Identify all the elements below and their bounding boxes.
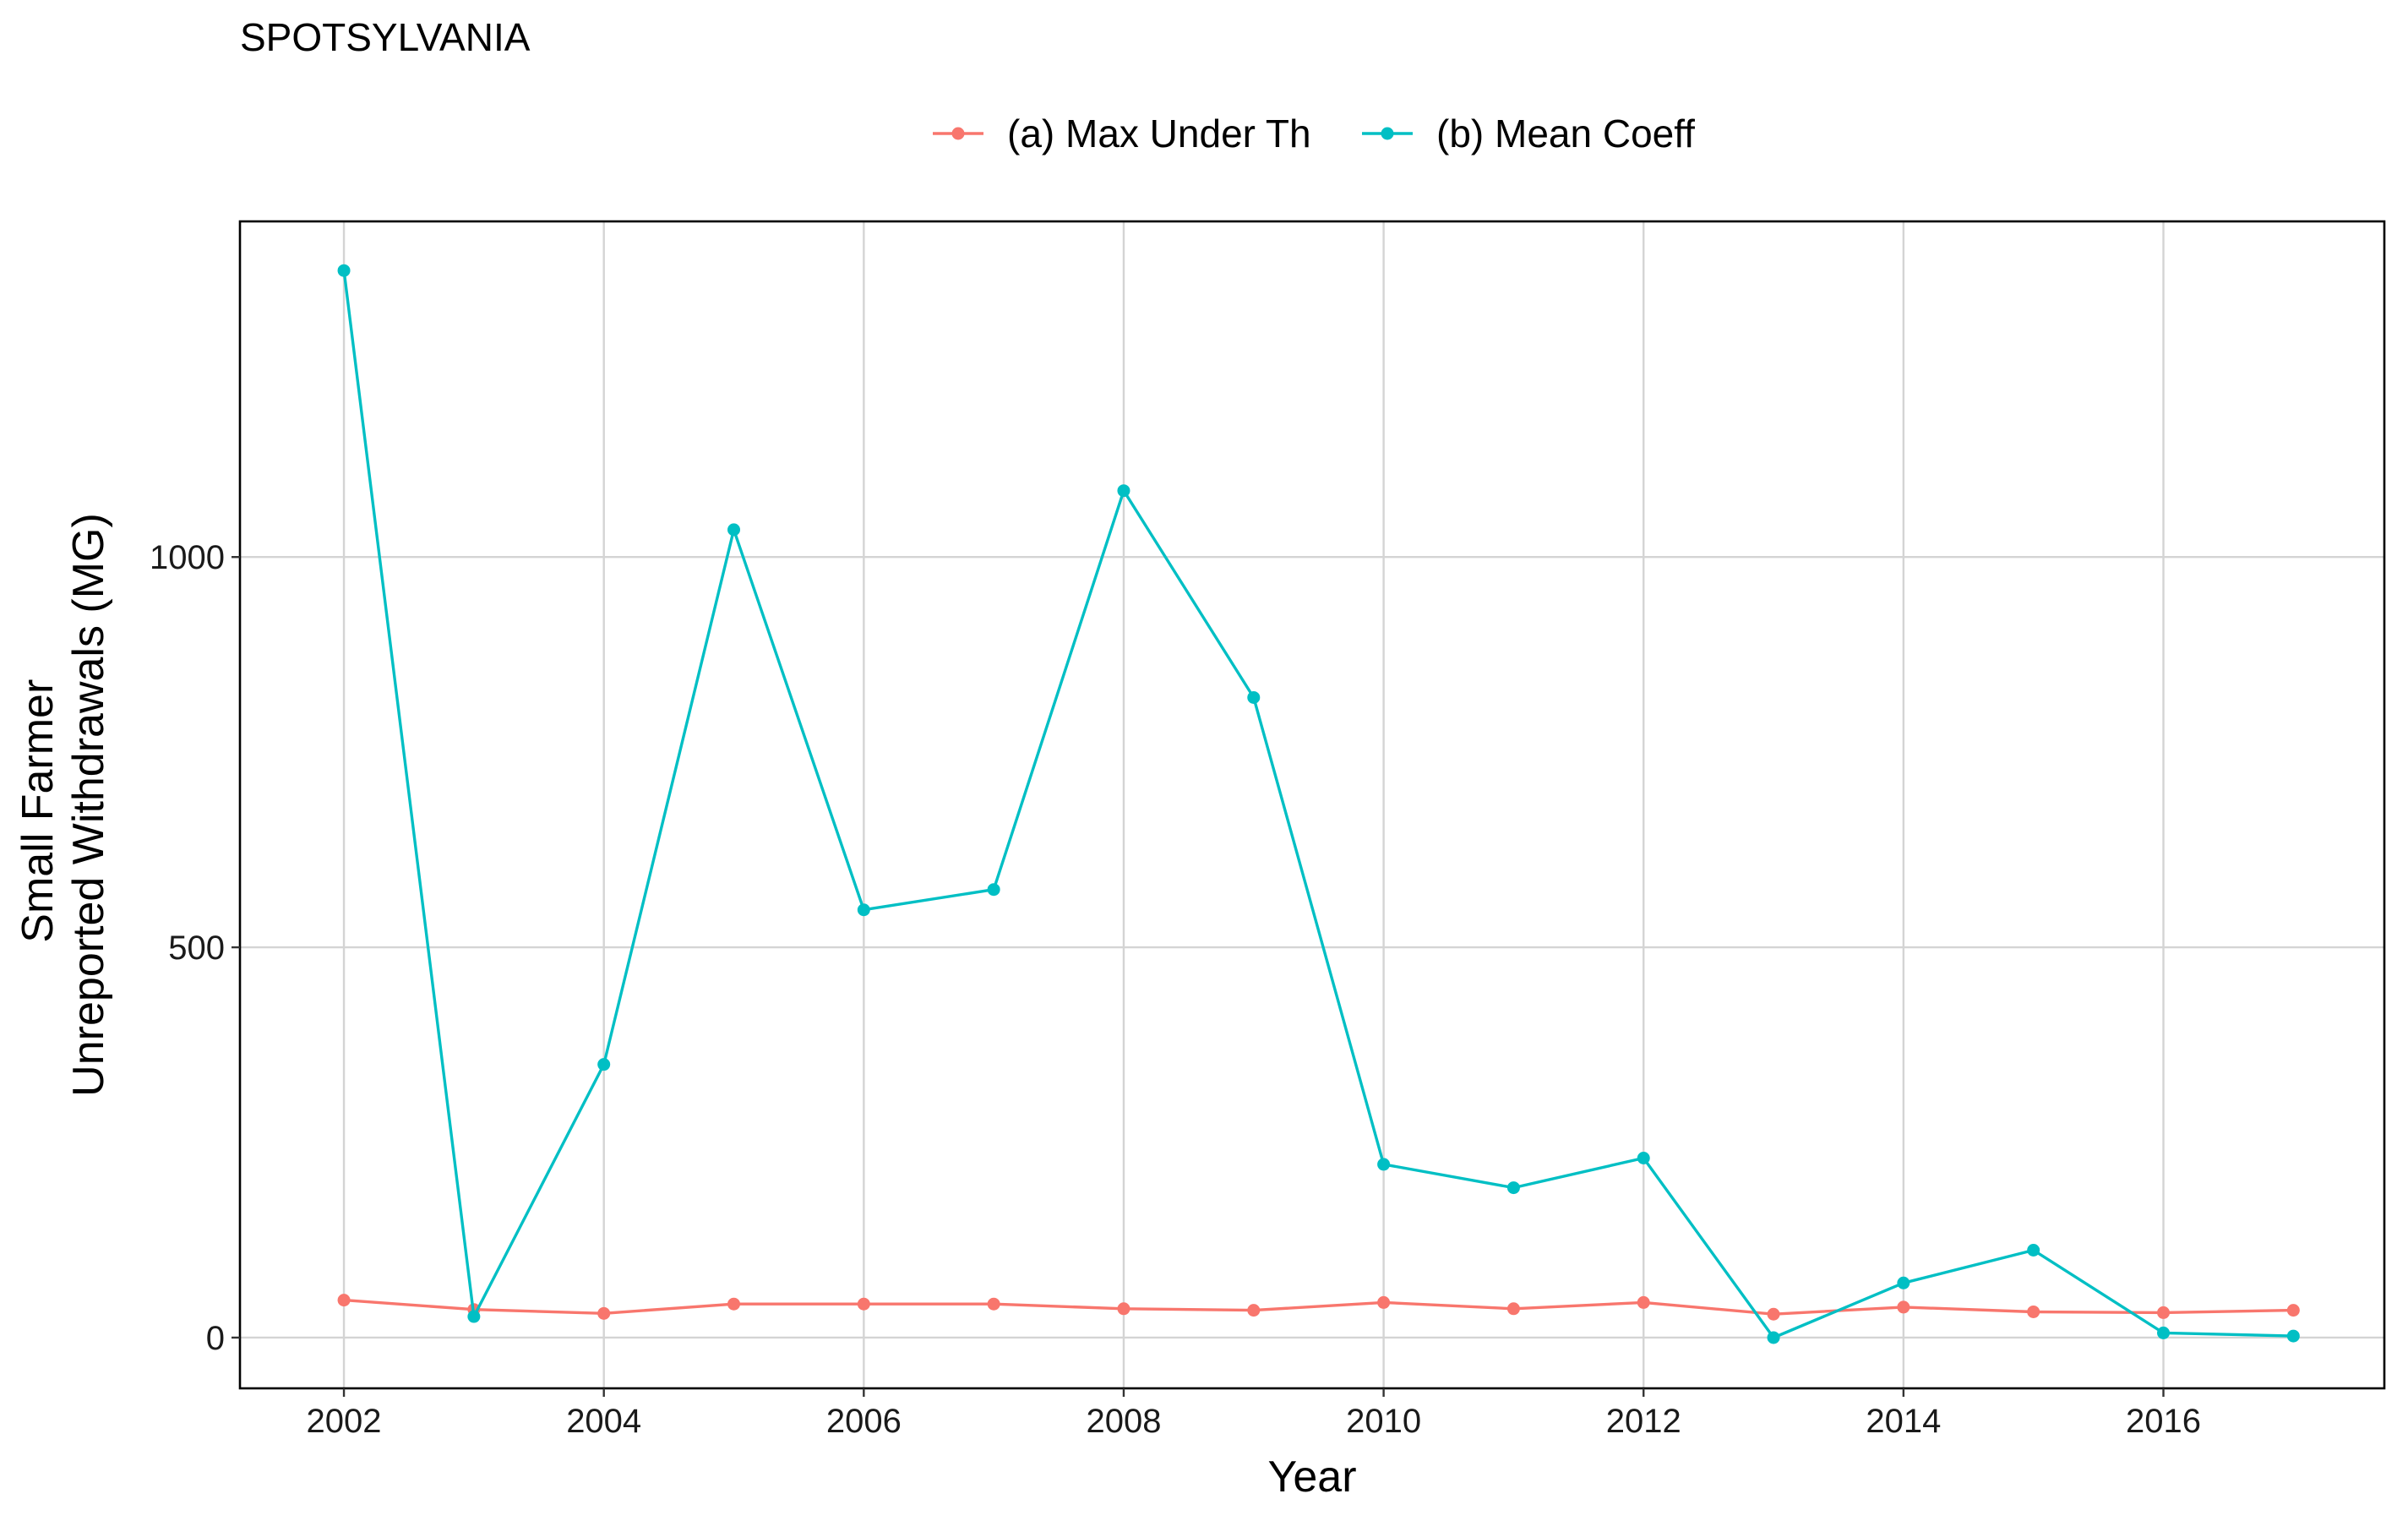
data-point (987, 883, 1000, 897)
y-axis-title: Small Farmer Unreported Withdrawals (MG) (14, 513, 113, 1097)
data-point (1117, 484, 1130, 498)
series-b (337, 264, 2300, 1344)
data-point (597, 1058, 611, 1071)
series-layer (337, 264, 2300, 1344)
data-point (727, 1297, 741, 1311)
data-point (2027, 1305, 2040, 1318)
legend-item-b: (b) Mean Coeff (1362, 112, 1695, 155)
legend: (a) Max Under Th (b) Mean Coeff (933, 112, 1695, 155)
legend-label: (a) Max Under Th (1007, 112, 1311, 155)
data-point (1897, 1276, 1910, 1289)
series-line (342, 270, 2294, 1339)
x-tick-label: 2016 (2126, 1403, 2201, 1440)
legend-key-point (951, 127, 965, 140)
legend-item-a: (a) Max Under Th (933, 112, 1311, 155)
data-point (1637, 1295, 1650, 1309)
data-point (2157, 1326, 2171, 1339)
legend-key-point (1381, 127, 1394, 140)
chart-title: SPOTSYLVANIA (240, 15, 531, 59)
data-point (1377, 1295, 1391, 1309)
y-axis-title-line-2: Unreported Withdrawals (MG) (64, 513, 113, 1097)
data-point (2027, 1243, 2040, 1257)
x-tick-label: 2014 (1866, 1403, 1941, 1440)
legend-label: (b) Mean Coeff (1436, 112, 1695, 155)
x-tick-label: 2006 (826, 1403, 902, 1440)
x-tick-label: 2012 (1606, 1403, 1681, 1440)
y-tick-label: 500 (168, 930, 225, 967)
y-tick-label: 1000 (150, 539, 225, 576)
x-tick-label: 2010 (1346, 1403, 1421, 1440)
data-point (1247, 1304, 1261, 1317)
data-point (1506, 1302, 1520, 1316)
data-point (2286, 1329, 2300, 1343)
data-point (1377, 1158, 1391, 1171)
data-point (1506, 1181, 1520, 1195)
gridlines (240, 221, 2384, 1388)
data-point (337, 1294, 351, 1307)
y-axis-title-line-1: Small Farmer (14, 679, 63, 943)
x-axis-title: Year (1267, 1453, 1356, 1502)
axes: 2002 2004 2006 2008 2010 2012 2014 2016 0 500 1000 (150, 539, 2201, 1440)
data-point (1637, 1151, 1650, 1164)
data-point (727, 523, 741, 537)
data-point (2157, 1306, 2171, 1319)
data-point (337, 264, 351, 277)
series-line (343, 1298, 2294, 1316)
data-point (1117, 1302, 1130, 1316)
y-tick-label: 0 (206, 1320, 225, 1357)
plot-panel-border (238, 220, 2386, 1390)
data-point (1767, 1307, 1780, 1321)
x-tick-label: 2008 (1086, 1403, 1161, 1440)
series-a (337, 1294, 2300, 1321)
data-point (857, 903, 870, 917)
data-point (597, 1306, 611, 1320)
data-point (2286, 1304, 2300, 1317)
data-point (1247, 690, 1261, 704)
x-tick-label: 2002 (307, 1403, 382, 1440)
data-point (857, 1297, 870, 1311)
data-point (1897, 1300, 1910, 1314)
data-point (987, 1297, 1000, 1311)
data-point (467, 1310, 481, 1323)
x-tick-label: 2004 (566, 1403, 641, 1440)
data-point (1767, 1331, 1780, 1344)
